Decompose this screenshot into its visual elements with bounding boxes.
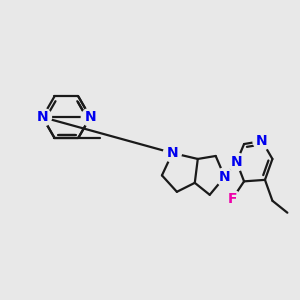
Circle shape	[164, 144, 181, 162]
Circle shape	[216, 168, 234, 186]
Text: N: N	[167, 146, 178, 160]
Circle shape	[34, 108, 52, 126]
Text: N: N	[231, 155, 242, 169]
Text: N: N	[219, 170, 230, 184]
Text: N: N	[256, 134, 268, 148]
Circle shape	[228, 153, 246, 171]
Text: N: N	[85, 110, 96, 124]
Text: N: N	[37, 110, 48, 124]
Circle shape	[81, 108, 99, 126]
Circle shape	[253, 132, 271, 150]
Text: F: F	[227, 192, 237, 206]
Circle shape	[223, 190, 241, 208]
